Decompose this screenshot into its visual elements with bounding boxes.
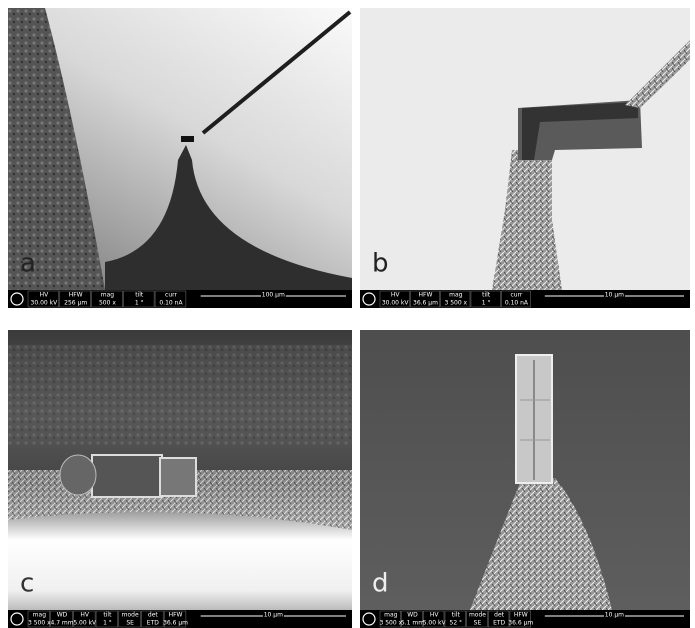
info-header: WD: [57, 612, 68, 619]
info-value: 52 °: [450, 620, 463, 627]
info-value: ETD: [493, 620, 505, 627]
panel-d-image: [360, 330, 690, 610]
info-value: 5.1 mm: [401, 620, 424, 627]
info-header: mag: [384, 612, 398, 619]
info-header: HFW: [69, 292, 83, 299]
panel-label: b: [372, 249, 389, 279]
scale-label: 10 µm: [264, 612, 283, 619]
info-header: det: [494, 612, 505, 619]
info-value: 3 500 x: [28, 620, 51, 627]
info-header: WD: [407, 612, 418, 619]
info-value: 36.6 µm: [508, 620, 533, 627]
figure: aHV30.00 kVHFW256 µmmag500 xtilt1 °curr0…: [0, 0, 695, 628]
info-value: 4.7 mm: [50, 620, 73, 627]
panel-c-image: [8, 330, 352, 610]
info-value: 5.00 kV: [73, 620, 97, 627]
info-value: 1 °: [135, 300, 144, 307]
info-header: HFW: [169, 612, 183, 619]
scale-label: 10 µm: [605, 292, 624, 299]
info-value: 30.00 kV: [382, 300, 410, 307]
info-header: tilt: [103, 612, 112, 619]
info-value: 1 °: [482, 300, 491, 307]
info-header: mode: [122, 612, 139, 619]
info-header: det: [148, 612, 159, 619]
panel-label: a: [20, 249, 36, 279]
info-header: curr: [510, 292, 522, 299]
panel-label: c: [20, 569, 34, 599]
info-value: 5.00 kV: [423, 620, 447, 627]
info-header: tilt: [482, 292, 491, 299]
info-value: SE: [474, 620, 482, 627]
info-header: HV: [391, 292, 401, 299]
panel-label: d: [372, 569, 389, 599]
info-header: mag: [101, 292, 115, 299]
info-header: curr: [165, 292, 177, 299]
scale-label: 10 µm: [605, 612, 624, 619]
panel-b-image: [360, 8, 690, 290]
info-header: mag: [33, 612, 47, 619]
info-header: mag: [449, 292, 463, 299]
info-header: tilt: [452, 612, 461, 619]
info-header: HFW: [419, 292, 433, 299]
info-value: 36.6 µm: [163, 620, 188, 627]
info-value: 500 x: [99, 300, 116, 307]
panel-a-image: [8, 8, 352, 290]
info-value: 30.00 kV: [31, 300, 59, 307]
info-header: HFW: [514, 612, 528, 619]
info-header: HV: [430, 612, 440, 619]
info-header: mode: [469, 612, 486, 619]
info-value: SE: [126, 620, 134, 627]
info-value: 36.6 µm: [413, 300, 438, 307]
info-value: 1 °: [103, 620, 112, 627]
info-value: 0.10 nA: [505, 300, 529, 307]
info-value: 3 500 x: [444, 300, 467, 307]
info-header: HV: [80, 612, 90, 619]
info-value: ETD: [147, 620, 159, 627]
info-value: 0.10 nA: [159, 300, 183, 307]
info-value: 3 500 x: [380, 620, 403, 627]
info-value: 256 µm: [64, 300, 87, 307]
scale-label: 100 µm: [262, 292, 285, 299]
info-header: tilt: [135, 292, 144, 299]
info-header: HV: [40, 292, 50, 299]
